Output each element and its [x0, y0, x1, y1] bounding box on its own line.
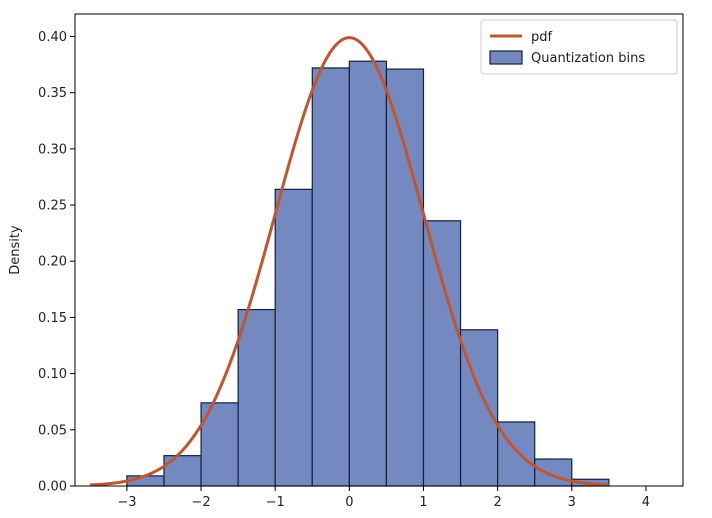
- y-tick-label: 0.25: [38, 199, 67, 214]
- y-tick-label: 0.10: [38, 367, 67, 382]
- y-axis: 0.00 0.05 0.10 0.15 0.20 0.25 0.30 0.35 0.40: [38, 30, 75, 495]
- histogram-bar-5: [311, 67, 350, 487]
- legend-bins-label: Quantization bins: [531, 51, 645, 66]
- y-tick-label: 0.40: [38, 30, 67, 45]
- x-tick-label: 1: [419, 495, 427, 510]
- x-tick-label: 2: [493, 495, 501, 510]
- x-tick-label: −3: [117, 495, 136, 510]
- pdf-curve: [89, 36, 609, 487]
- y-tick-label: 0.00: [38, 480, 67, 495]
- x-tick-label: −1: [266, 495, 285, 510]
- x-tick-label: 3: [568, 495, 576, 510]
- histogram-bar-4: [274, 188, 313, 487]
- histogram-bar-11: [534, 458, 573, 487]
- y-tick-label: 0.30: [38, 142, 67, 157]
- y-tick-label: 0.15: [38, 311, 67, 326]
- plot-frame: [74, 13, 684, 487]
- histogram-bar-3: [237, 308, 276, 487]
- x-tick-label: 0: [345, 495, 353, 510]
- histogram-bars: [126, 60, 610, 487]
- histogram-bar-1: [163, 455, 202, 487]
- x-tick-label: 4: [642, 495, 650, 510]
- y-tick-label: 0.20: [38, 255, 67, 270]
- legend-box: [480, 19, 678, 75]
- x-tick-label: −2: [191, 495, 210, 510]
- legend-bins-swatch: [489, 50, 523, 65]
- histogram-bar-8: [422, 220, 462, 487]
- y-tick-label: 0.05: [38, 423, 67, 438]
- x-axis: −3 −2 −1 0 1 2 3 4: [117, 486, 650, 510]
- legend-pdf-label: pdf: [531, 30, 553, 45]
- histogram-bar-6: [348, 60, 388, 487]
- legend: pdf Quantization bins: [480, 19, 678, 75]
- y-tick-label: 0.35: [38, 86, 67, 101]
- y-axis-label: Density: [8, 225, 23, 275]
- histogram-bar-7: [385, 68, 425, 487]
